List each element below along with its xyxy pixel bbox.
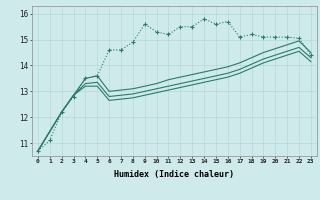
- X-axis label: Humidex (Indice chaleur): Humidex (Indice chaleur): [115, 170, 234, 179]
